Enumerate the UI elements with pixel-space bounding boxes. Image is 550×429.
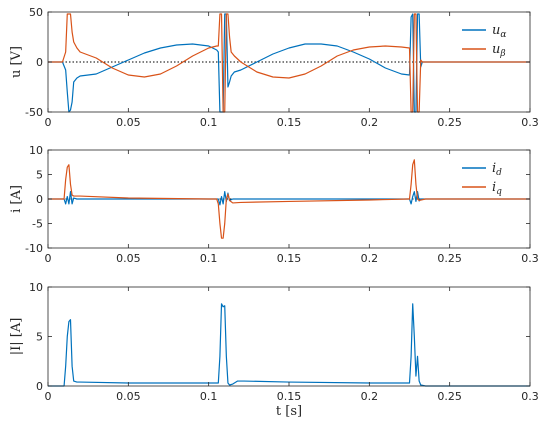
x-tick-label: 0.3 [521, 116, 539, 129]
x-tick-label: 0 [45, 390, 52, 403]
x-tick-label: 0.15 [277, 116, 302, 129]
x-tick-label: 0.2 [361, 390, 379, 403]
y-tick-label: -5 [32, 218, 43, 231]
x-tick-label: 0.3 [521, 390, 539, 403]
legend-label-1: id [492, 161, 502, 178]
x-tick-label: 0.05 [116, 390, 141, 403]
series-line-1 [48, 13, 530, 113]
legend-label-2: uβ [492, 42, 506, 59]
y-tick-label: -50 [25, 106, 43, 119]
y-tick-label: -10 [25, 242, 43, 255]
x-axis-label: t [s] [276, 404, 302, 419]
y-axis-label: u [V] [9, 46, 24, 78]
x-tick-label: 0.25 [437, 390, 462, 403]
x-tick-label: 0.1 [200, 116, 218, 129]
y-tick-label: 5 [36, 331, 43, 344]
y-tick-label: 0 [36, 380, 43, 393]
x-tick-label: 0.3 [521, 252, 539, 265]
series-line-2 [48, 159, 530, 239]
x-tick-label: 0.05 [116, 116, 141, 129]
x-tick-label: 0.25 [437, 116, 462, 129]
series-line-1 [48, 191, 530, 206]
y-tick-label: 0 [36, 56, 43, 69]
x-tick-label: 0.2 [361, 252, 379, 265]
y-axis-label: i [A] [9, 185, 24, 213]
y-tick-label: 5 [36, 169, 43, 182]
axes-box [47, 286, 531, 387]
panel-3: 0 0.05 0.1 0.15 0.2 0.25 0.3 0 5 10 |I| [A] t [s] [9, 281, 539, 419]
x-tick-label: 0 [45, 252, 52, 265]
series-line-2 [48, 13, 530, 113]
x-tick-label: 0.15 [277, 252, 302, 265]
x-tick-label: 0 [45, 116, 52, 129]
x-tick-label: 0.2 [361, 116, 379, 129]
y-tick-label: 10 [29, 281, 43, 294]
x-tick-label: 0.15 [277, 390, 302, 403]
legend-label-2: iq [492, 180, 502, 197]
y-tick-label: 0 [36, 193, 43, 206]
series-line-1 [48, 303, 530, 387]
y-tick-label: 10 [29, 144, 43, 157]
panel-2: 0 0.05 0.1 0.15 0.2 0.25 0.3 -10 -5 0 5 10 i [A] id iq [9, 144, 539, 265]
legend-label-1: uα [492, 23, 506, 40]
y-axis-label: |I| [A] [9, 318, 24, 356]
y-tick-label: 50 [29, 6, 43, 19]
x-tick-label: 0.25 [437, 252, 462, 265]
x-tick-label: 0.05 [116, 252, 141, 265]
x-tick-label: 0.1 [200, 252, 218, 265]
x-tick-label: 0.1 [200, 390, 218, 403]
